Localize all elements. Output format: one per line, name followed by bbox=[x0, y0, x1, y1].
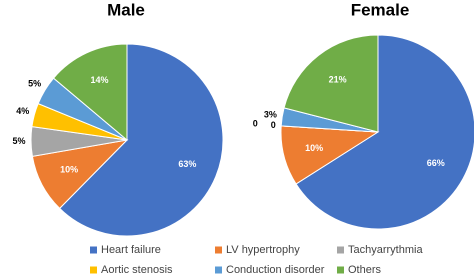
legend-label: Tachyarrythmia bbox=[348, 244, 423, 256]
pie-slice bbox=[295, 34, 474, 230]
data-label: 0 bbox=[253, 119, 258, 129]
data-label: 21% bbox=[329, 74, 347, 84]
legend-swatch bbox=[215, 266, 222, 274]
data-label: 10% bbox=[305, 143, 323, 153]
data-label: 5% bbox=[28, 78, 41, 88]
chart-title: Male bbox=[107, 0, 145, 19]
data-label: 66% bbox=[427, 158, 445, 168]
data-label: 5% bbox=[13, 136, 26, 146]
pie-slice bbox=[58, 43, 224, 237]
legend-swatch bbox=[337, 246, 344, 254]
legend-label: Aortic stenosis bbox=[101, 264, 173, 276]
data-label: 4% bbox=[16, 106, 29, 116]
data-label: 63% bbox=[178, 159, 196, 169]
pie-slice bbox=[283, 34, 379, 133]
legend-label: Heart failure bbox=[101, 244, 161, 256]
legend-swatch bbox=[215, 246, 222, 254]
data-label: 3% bbox=[264, 109, 277, 119]
legend-label: Conduction disorder bbox=[226, 264, 325, 276]
legend-label: Others bbox=[348, 264, 382, 276]
legend-label: LV hypertrophy bbox=[226, 244, 300, 256]
pie-slice bbox=[52, 43, 128, 142]
data-label: 0 bbox=[271, 120, 276, 130]
legend-swatch bbox=[90, 246, 97, 254]
legend-swatch bbox=[90, 266, 97, 274]
chart-title: Female bbox=[351, 0, 410, 19]
data-label: 10% bbox=[60, 165, 78, 175]
legend-swatch bbox=[337, 266, 344, 274]
data-label: 14% bbox=[90, 75, 108, 85]
